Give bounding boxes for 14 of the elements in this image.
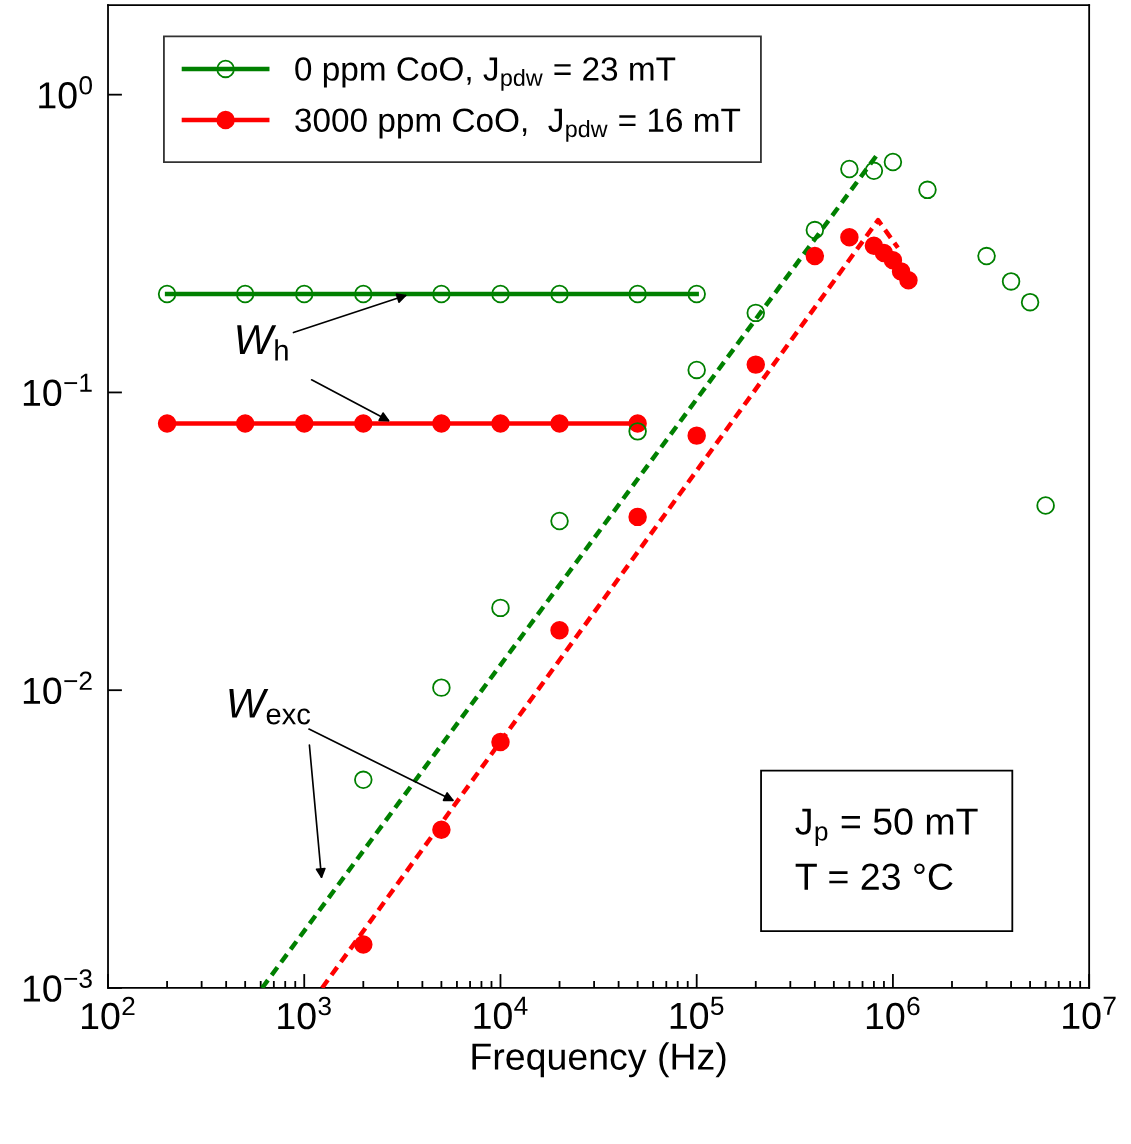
- y-tick-label: 10$^{−2}$: [23, 671, 92, 705]
- annotation: W$_{h}$: [237, 325, 288, 361]
- annotation: J$_{p}$ = 50 mT T = 23 °C: [795, 808, 978, 891]
- legend-label: 0 ppm CoO, J$_{pdw}$ = 23 mT: [295, 57, 676, 91]
- x-tick-label: 10$^{3}$: [278, 996, 331, 1030]
- legend-label: 3000 ppm CoO, J$_{pdw}$ = 16 mT: [295, 108, 741, 142]
- y-tick-label: 10$^{0}$: [39, 76, 92, 109]
- x-tick-label: 10$^{4}$: [474, 996, 528, 1030]
- x-tick-label: 10$^{7}$: [1063, 996, 1116, 1030]
- y-tick-label: 10$^{−1}$: [23, 373, 92, 407]
- x-tick-label: 10$^{5}$: [670, 996, 724, 1030]
- annotation: W$_{exc}$: [229, 688, 311, 725]
- x-tick-label: 10$^{6}$: [866, 996, 920, 1030]
- x-axis-title: Frequency (Hz): [472, 1042, 726, 1078]
